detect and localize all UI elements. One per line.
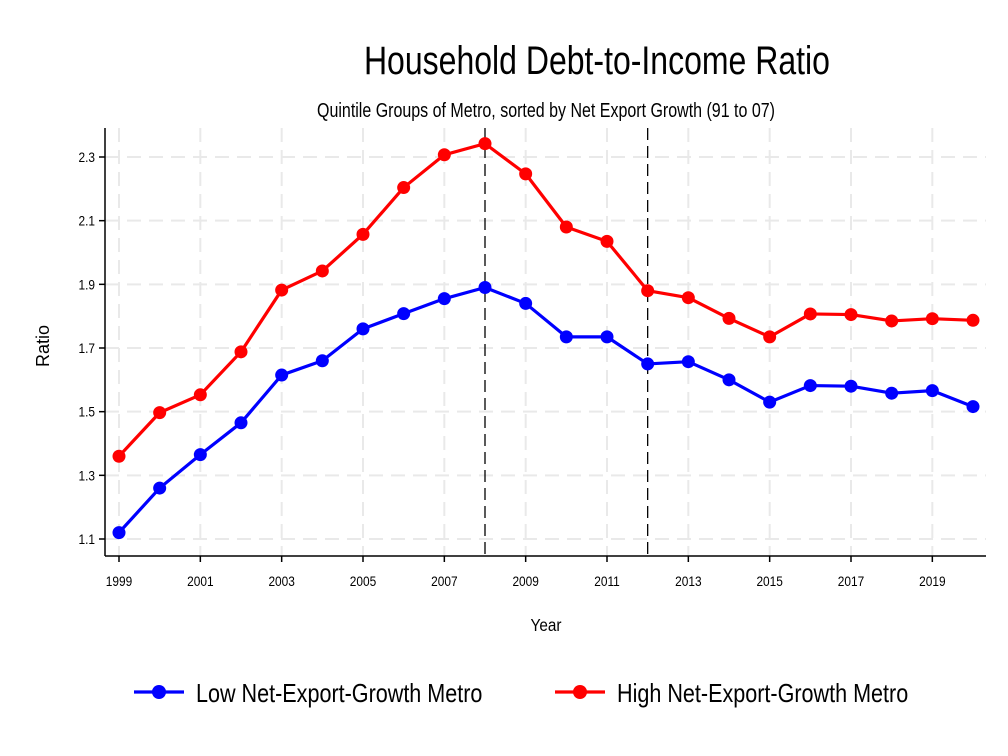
x-tick-label-0: 1999: [106, 573, 132, 589]
y-tick-label-3: 1.7: [78, 340, 95, 356]
data-point-0-2003: [275, 368, 289, 382]
x-tick-label-1: 2001: [187, 573, 213, 589]
data-point-1-2013: [681, 291, 695, 305]
x-tick-label-3: 2005: [350, 573, 376, 589]
x-axis-label: Year: [531, 615, 562, 635]
data-point-1-2010: [559, 220, 573, 234]
data-point-1-2018: [885, 314, 899, 328]
data-point-0-2011: [600, 330, 614, 344]
data-point-0-2013: [681, 355, 695, 369]
series-line-0: [117, 285, 974, 534]
y-tick-label-5: 2.1: [78, 213, 95, 229]
data-point-0-2016: [803, 379, 817, 393]
data-point-0-2020: [966, 400, 980, 414]
axes: 1.1 1.3 1.5 1.7 1.9 2.1 2.3 1999 2001 2003 2005 200…: [78, 128, 986, 589]
data-point-1-2009: [519, 167, 533, 181]
data-point-0-1999: [112, 526, 126, 540]
data-point-0-2010: [559, 330, 573, 344]
data-point-0-2018: [885, 386, 899, 400]
data-point-0-2002: [234, 416, 248, 430]
data-point-1-2006: [397, 181, 411, 195]
series-1: [112, 137, 980, 463]
x-tick-label-4: 2007: [431, 573, 457, 589]
legend-label-0: Low Net-Export-Growth Metro: [196, 679, 482, 708]
data-point-0-2006: [397, 307, 411, 321]
data-point-0-2012: [641, 357, 655, 371]
legend: Low Net-Export-Growth Metro High Net-Expo…: [134, 679, 908, 709]
data-point-1-2019: [925, 312, 939, 326]
y-tick-label-0: 1.1: [78, 531, 95, 547]
series-0: [112, 281, 980, 540]
data-point-0-2009: [519, 296, 533, 310]
data-point-1-2012: [641, 284, 655, 298]
legend-swatch-marker-0: [152, 685, 166, 699]
data-point-0-2000: [153, 481, 167, 495]
data-point-0-2004: [315, 354, 329, 368]
gridlines: [105, 128, 986, 556]
data-point-1-2017: [844, 308, 858, 322]
y-tick-label-4: 1.9: [78, 276, 95, 292]
data-point-0-2014: [722, 373, 736, 387]
data-point-0-2007: [437, 292, 451, 306]
data-point-0-2005: [356, 322, 370, 336]
data-point-0-2008: [478, 281, 492, 295]
legend-label-1: High Net-Export-Growth Metro: [617, 679, 908, 708]
data-point-1-2000: [153, 406, 167, 420]
x-tick-label-2: 2003: [268, 573, 294, 589]
y-tick-label-2: 1.5: [78, 404, 95, 420]
data-point-1-2003: [275, 283, 289, 297]
data-point-1-2001: [193, 388, 207, 402]
data-point-0-2001: [193, 448, 207, 462]
chart-subtitle: Quintile Groups of Metro, sorted by Net …: [317, 99, 775, 121]
data-point-1-2007: [437, 148, 451, 162]
chart-title: Household Debt-to-Income Ratio: [364, 38, 830, 83]
data-point-0-2015: [763, 395, 777, 409]
legend-item-0: Low Net-Export-Growth Metro: [134, 679, 482, 709]
data-point-1-2014: [722, 311, 736, 325]
data-point-1-2008: [478, 137, 492, 151]
x-tick-label-8: 2015: [756, 573, 782, 589]
y-axis-label: Ratio: [33, 325, 53, 367]
data-point-1-2002: [234, 345, 248, 359]
data-point-1-1999: [112, 449, 126, 463]
legend-item-1: High Net-Export-Growth Metro: [555, 679, 908, 709]
data-point-0-2017: [844, 379, 858, 393]
data-point-1-2005: [356, 227, 370, 241]
x-tick-label-5: 2009: [512, 573, 538, 589]
y-tick-label-6: 2.3: [78, 149, 95, 165]
x-tick-label-9: 2017: [838, 573, 864, 589]
data-point-1-2004: [315, 264, 329, 278]
series-layer: [112, 137, 980, 540]
x-tick-label-10: 2019: [919, 573, 945, 589]
legend-swatch-marker-1: [573, 685, 587, 699]
x-tick-label-7: 2013: [675, 573, 701, 589]
data-point-1-2011: [600, 234, 614, 248]
data-point-1-2016: [803, 307, 817, 321]
x-tick-label-6: 2011: [594, 573, 620, 589]
series-line-1: [117, 142, 974, 458]
data-point-1-2015: [763, 330, 777, 344]
data-point-1-2020: [966, 313, 980, 327]
y-tick-label-1: 1.3: [78, 467, 95, 483]
data-point-0-2019: [925, 384, 939, 398]
